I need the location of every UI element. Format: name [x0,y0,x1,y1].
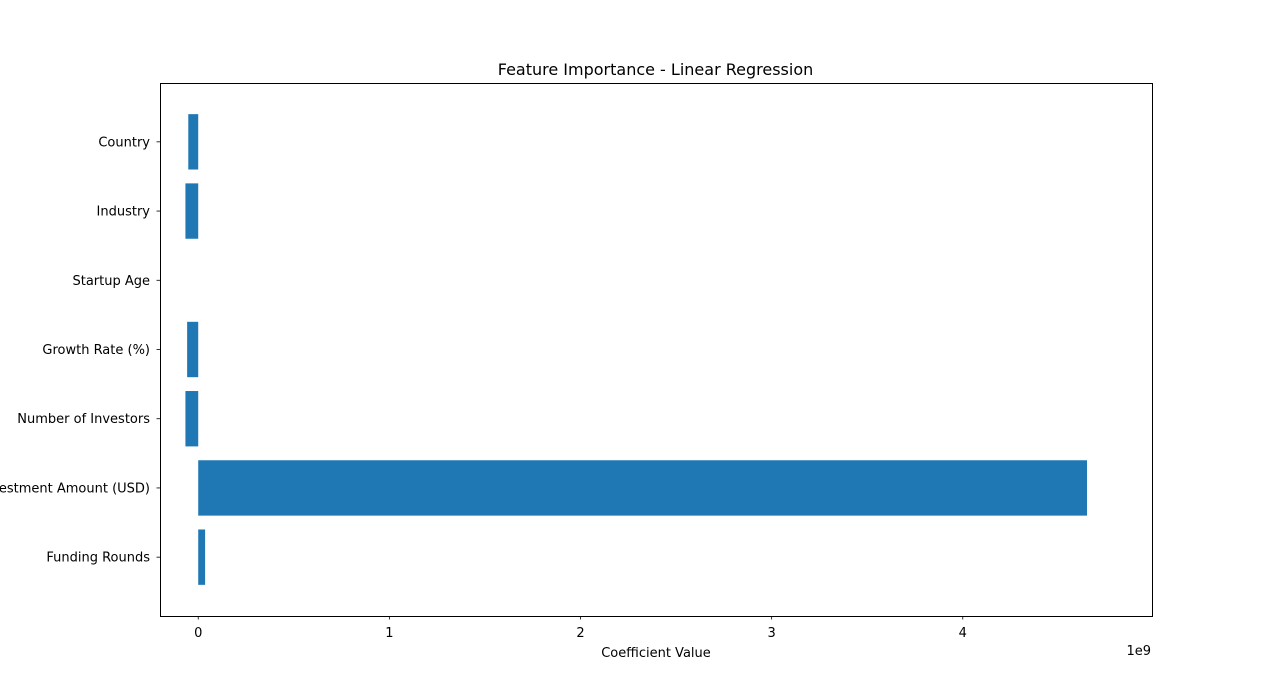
y-tick-label: Investment Amount (USD) [0,481,150,496]
bar-funding-rounds [198,529,206,585]
y-tick-label: Industry [97,205,151,220]
chart-title: Feature Importance - Linear Regression [498,60,814,79]
x-tick-label: 1 [385,626,393,641]
bar-number-of-investors [185,391,199,447]
bars-group [185,114,1088,585]
x-tick-label: 4 [959,626,967,641]
bar-industry [185,183,199,239]
x-axis-label: Coefficient Value [601,646,711,661]
y-ticks-group: Funding Rounds Investment Amount (USD) Num… [0,135,160,566]
x-scale-label: 1e9 [1126,644,1151,659]
x-tick-label: 3 [767,626,775,641]
x-tick-label: 2 [576,626,584,641]
y-tick-label: Funding Rounds [46,551,150,566]
bar-country [188,114,199,170]
x-ticks-group: 0 1 2 3 4 [194,616,967,641]
y-tick-label: Growth Rate (%) [42,343,150,358]
y-tick-label: Country [98,135,150,150]
x-tick-label: 0 [194,626,202,641]
y-tick-label: Startup Age [72,274,150,289]
bar-growth-rate [187,321,199,378]
bar-investment-amount-usd [198,460,1088,516]
y-tick-label: Number of Investors [17,412,150,427]
plot-frame [160,83,1153,617]
